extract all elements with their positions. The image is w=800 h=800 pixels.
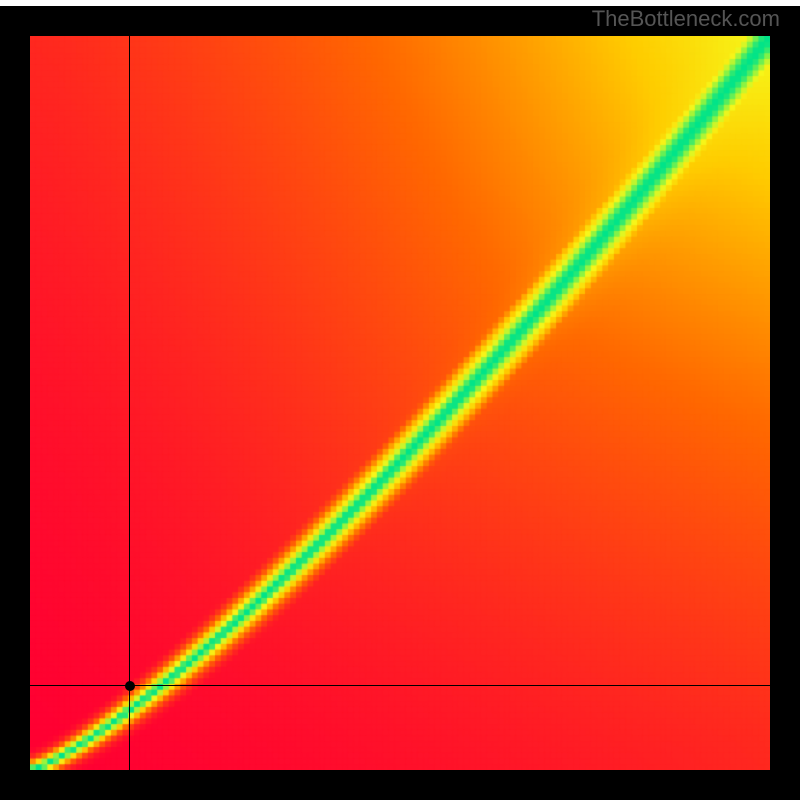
crosshair-vertical [129,36,130,770]
marker-dot [125,681,135,691]
crosshair-horizontal [30,685,770,686]
watermark-text: TheBottleneck.com [592,6,780,32]
bottleneck-heatmap [30,36,770,770]
figure-container: TheBottleneck.com [0,0,800,800]
